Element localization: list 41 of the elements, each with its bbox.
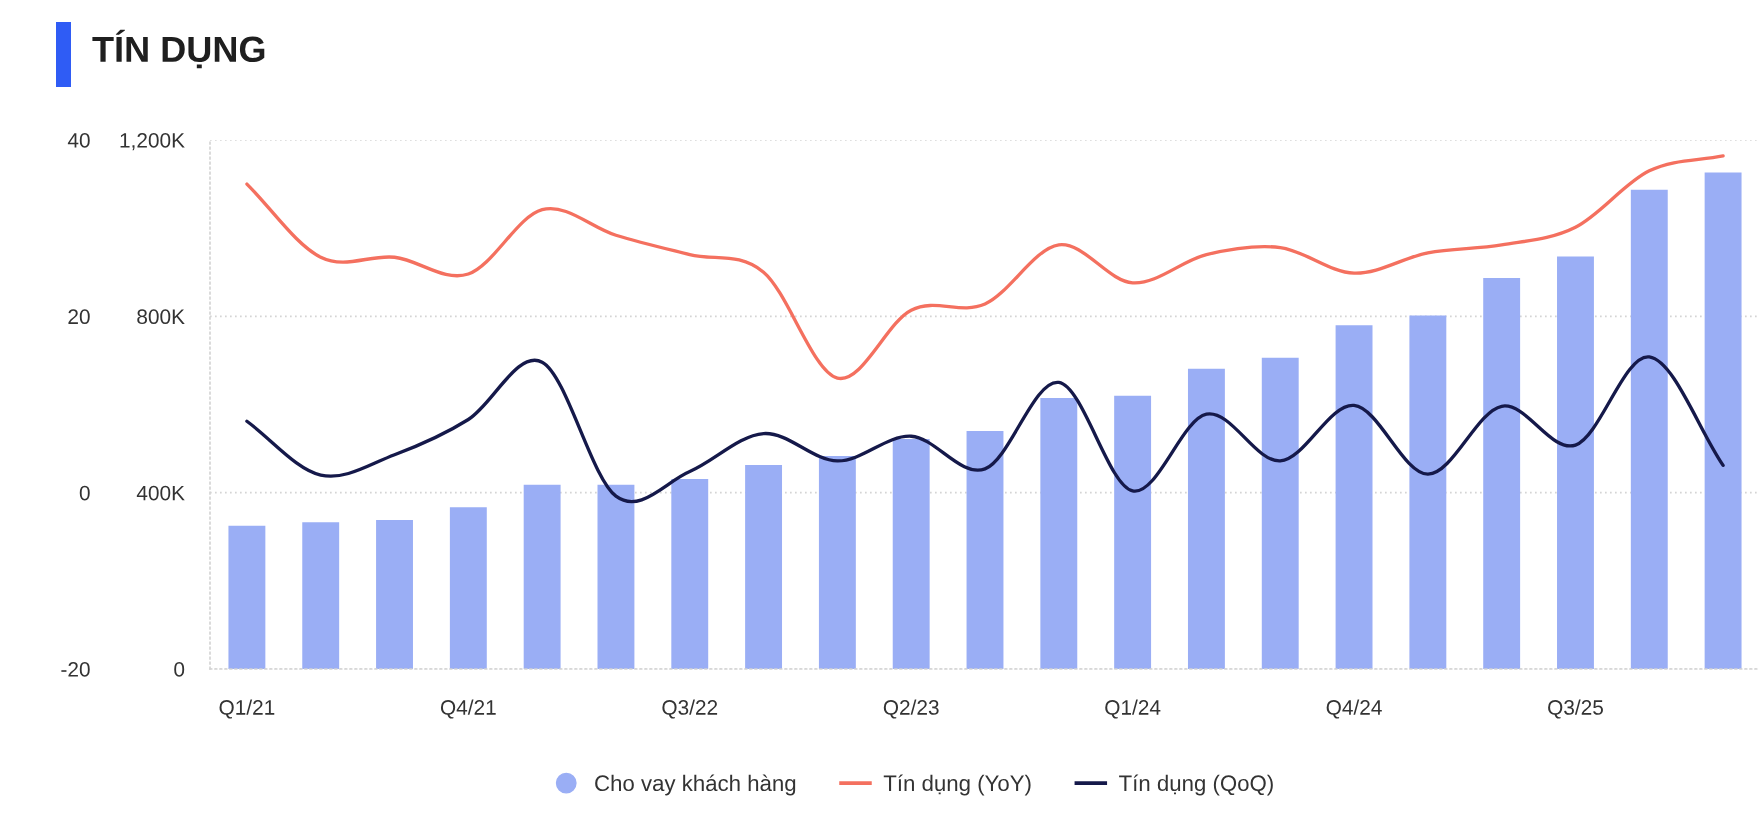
bar [1261,357,1299,669]
x-tick-label: Q2/23 [883,699,939,719]
bar [892,438,930,669]
bar [1040,397,1078,669]
bar [818,456,856,669]
bar [671,479,709,669]
bar [1483,277,1521,669]
x-tick-label: Q1/24 [1105,699,1161,719]
bar [597,484,635,669]
legend-label: Tín dụng (YoY) [883,774,1031,796]
bar [1409,315,1447,669]
y2-tick-label: 40 [67,133,90,148]
line-series [245,154,1725,380]
x-tick-label: Q4/24 [1326,699,1382,719]
y2-tick-label: 0 [79,485,90,501]
bar [376,520,413,669]
bar [1630,189,1668,669]
bar [1114,395,1152,669]
legend-label: Cho vay khách hàng [595,774,796,796]
bar [1557,256,1594,669]
bar [302,522,340,669]
y-tick-label: 800K [137,309,185,325]
x-tick-label: Q1/21 [219,699,275,719]
bar [1335,325,1373,669]
legend-label: Tín dụng (QoQ) [1119,774,1273,796]
bar [449,507,487,669]
y2-tick-label: -20 [61,662,90,677]
x-tick-label: Q3/25 [1548,699,1603,719]
y-tick-label: 0 [174,662,185,677]
bar [1704,172,1742,669]
chart-title: TÍN DỤNG [92,29,265,69]
bar [1187,368,1225,669]
x-tick-label: Q3/22 [662,699,718,719]
y2-tick-label: 20 [68,309,90,325]
bar [228,525,266,669]
x-tick-label: Q4/21 [440,699,496,719]
bar [966,430,1004,669]
y-tick-label: 400K [136,485,185,501]
y-tick-label: 1,200K [120,133,185,151]
bar [523,484,561,669]
bar [745,464,783,669]
